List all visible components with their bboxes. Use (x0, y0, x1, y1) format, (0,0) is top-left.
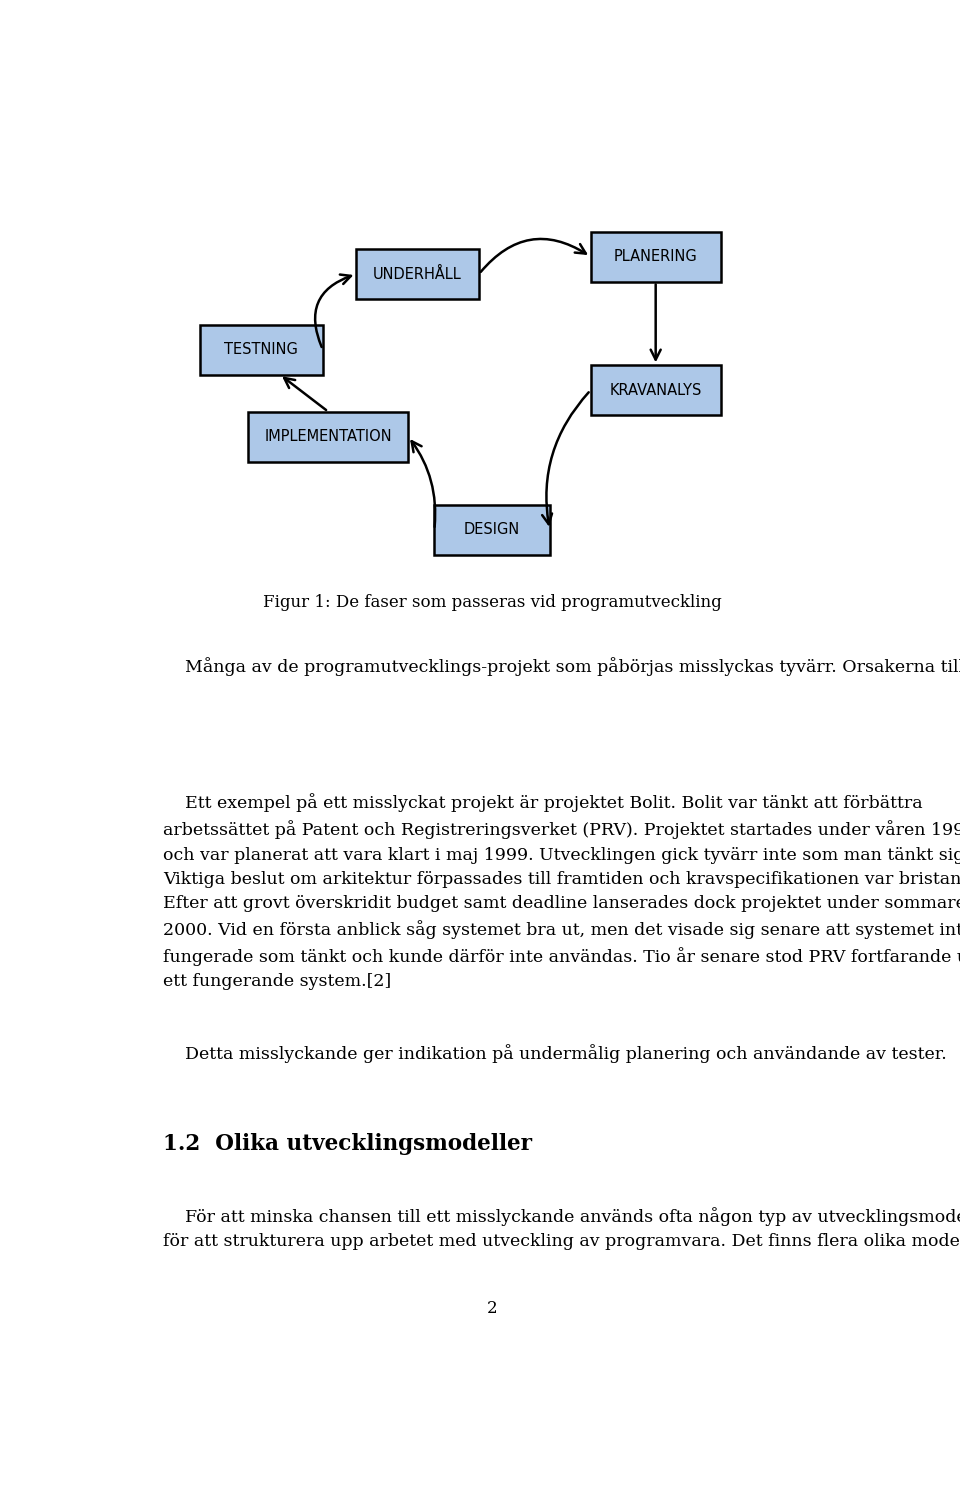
FancyBboxPatch shape (249, 412, 408, 462)
Text: KRAVANALYS: KRAVANALYS (610, 383, 702, 398)
Text: DESIGN: DESIGN (464, 522, 520, 537)
Text: Figur 1: De faser som passeras vid programutveckling: Figur 1: De faser som passeras vid progr… (263, 593, 721, 611)
Text: Ett exempel på ett misslyckat projekt är projektet Bolit. Bolit var tänkt att fö: Ett exempel på ett misslyckat projekt är… (163, 794, 960, 990)
FancyBboxPatch shape (590, 231, 721, 282)
Text: Många av de programutvecklings-projekt som påbörjas misslyckas tyvärr. Orsakerna: Många av de programutvecklings-projekt s… (163, 658, 960, 676)
Text: För att minska chansen till ett misslyckande används ofta någon typ av utvecklin: För att minska chansen till ett misslyck… (163, 1207, 960, 1249)
Text: IMPLEMENTATION: IMPLEMENTATION (265, 429, 392, 444)
Text: PLANERING: PLANERING (613, 249, 698, 264)
Text: Detta misslyckande ger indikation på undermålig planering och användande av test: Detta misslyckande ger indikation på und… (163, 1044, 947, 1064)
FancyBboxPatch shape (356, 249, 479, 299)
FancyBboxPatch shape (590, 365, 721, 415)
Text: 1.2  Olika utvecklingsmodeller: 1.2 Olika utvecklingsmodeller (163, 1133, 532, 1154)
Text: 2: 2 (487, 1301, 497, 1317)
FancyBboxPatch shape (200, 324, 323, 374)
Text: UNDERHÅLL: UNDERHÅLL (373, 267, 462, 282)
Text: TESTNING: TESTNING (225, 343, 299, 358)
FancyBboxPatch shape (434, 504, 550, 555)
